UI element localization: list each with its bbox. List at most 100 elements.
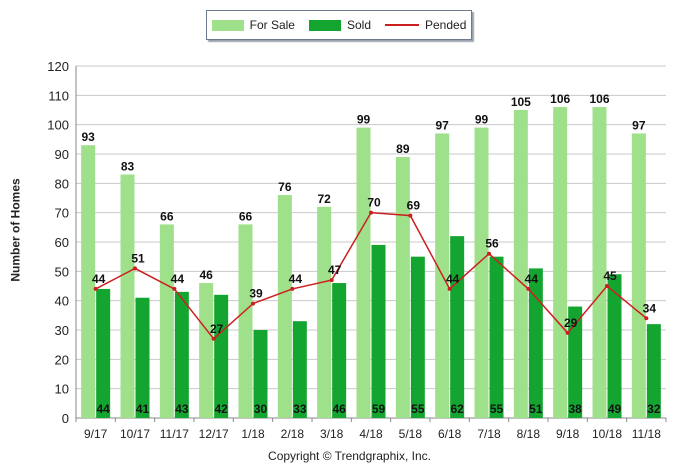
data-label-for-sale: 66: [160, 209, 174, 223]
data-label-pended: 47: [328, 263, 342, 277]
data-label-for-sale: 76: [278, 180, 292, 194]
data-label-for-sale: 72: [317, 192, 331, 206]
data-label-for-sale: 66: [239, 209, 253, 223]
y-axis-title: Number of Homes: [2, 80, 30, 380]
data-label-pended: 51: [131, 251, 145, 265]
data-label-for-sale: 106: [589, 92, 609, 106]
data-label-sold: 30: [254, 402, 268, 416]
pended-point: [329, 278, 334, 283]
x-tick-label: 3/18: [320, 427, 344, 441]
data-label-for-sale: 105: [511, 95, 531, 109]
bar-sold: [332, 283, 347, 418]
bar-for-sale: [120, 174, 135, 418]
data-label-sold: 41: [136, 402, 150, 416]
bars: [81, 107, 661, 419]
bar-sold: [528, 268, 543, 418]
pended-point: [565, 330, 570, 335]
bar-for-sale: [592, 107, 607, 419]
x-tick-label: 8/18: [517, 427, 541, 441]
y-tick-label: 0: [62, 411, 69, 426]
sold-swatch: [308, 19, 341, 31]
y-tick-label: 120: [47, 59, 69, 74]
data-label-sold: 32: [647, 402, 661, 416]
bar-sold: [607, 274, 622, 418]
y-axis-title-text: Number of Homes: [9, 178, 24, 282]
data-label-pended: 44: [525, 272, 539, 286]
data-label-sold: 44: [96, 402, 110, 416]
bar-sold: [96, 288, 111, 418]
legend-item-pended: Pended: [385, 18, 466, 32]
pended-point: [408, 213, 413, 218]
data-label-pended: 56: [485, 237, 499, 251]
data-label-pended: 44: [92, 272, 106, 286]
legend-label-sold: Sold: [346, 18, 371, 32]
pended-point: [133, 266, 137, 271]
bar-sold: [292, 321, 307, 418]
bar-for-sale: [238, 224, 253, 418]
x-tick-label: 1/18: [241, 427, 265, 441]
legend-item-sold: Sold: [308, 18, 371, 32]
y-tick-label: 30: [55, 323, 69, 338]
bar-sold: [568, 306, 583, 418]
bar-sold: [450, 236, 465, 418]
data-label-sold: 51: [529, 402, 543, 416]
legend: For Sale Sold Pended: [206, 10, 472, 40]
data-label-pended: 44: [289, 272, 303, 286]
data-label-pended: 44: [446, 272, 460, 286]
bar-for-sale: [513, 110, 528, 418]
data-label-for-sale: 99: [357, 113, 371, 127]
data-label-sold: 59: [372, 402, 386, 416]
bar-for-sale: [631, 133, 646, 418]
data-label-sold: 46: [332, 402, 346, 416]
bar-sold: [174, 291, 189, 418]
data-label-for-sale: 106: [550, 92, 570, 106]
x-tick-label: 7/18: [477, 427, 501, 441]
pended-point: [93, 286, 98, 291]
x-tick-label: 9/17: [84, 427, 108, 441]
x-tick-label: 11/17: [160, 427, 189, 441]
bar-sold: [410, 256, 425, 418]
for-sale-swatch: [211, 19, 244, 31]
data-label-sold: 42: [214, 402, 228, 416]
data-labels: 93 44 83 41 66 43 46 42 66 30 76 33 72 46 99 59 89 55 97 62…: [81, 92, 660, 416]
bar-for-sale: [553, 107, 568, 419]
bar-sold: [371, 244, 386, 418]
x-tick-label: 10/18: [592, 427, 622, 441]
pended-point: [447, 286, 452, 291]
bar-for-sale: [277, 195, 292, 418]
legend-label-for-sale: For Sale: [249, 18, 295, 32]
data-label-sold: 33: [293, 402, 307, 416]
pended-point: [211, 336, 216, 341]
pended-point: [526, 286, 531, 291]
bar-sold: [646, 324, 661, 418]
data-label-for-sale: 89: [396, 142, 410, 156]
data-label-for-sale: 93: [81, 130, 95, 144]
pended-point: [290, 286, 295, 291]
y-tick-label: 10: [55, 382, 69, 397]
data-label-pended: 69: [407, 199, 421, 213]
x-tick-label: 4/18: [359, 427, 383, 441]
bar-sold: [489, 256, 504, 418]
data-label-pended: 39: [249, 287, 263, 301]
pended-point: [369, 210, 373, 215]
pended-point: [251, 301, 255, 306]
y-tick-label: 50: [55, 264, 69, 279]
pended-line: [93, 210, 649, 341]
data-label-sold: 49: [608, 402, 622, 416]
bar-for-sale: [317, 206, 332, 418]
data-label-sold: 38: [568, 402, 582, 416]
y-axis-ticks: 0 10 20 30 40 50 60 70 80 90 100 110 120: [47, 59, 69, 426]
pended-swatch: [385, 24, 419, 26]
data-label-for-sale: 97: [435, 118, 449, 132]
pended-point: [605, 284, 609, 288]
x-tick-label: 12/17: [199, 427, 229, 441]
data-label-pended: 44: [171, 272, 185, 286]
legend-label-pended: Pended: [425, 18, 467, 32]
copyright: Copyright © Trendgraphix, Inc.: [268, 449, 431, 463]
data-label-pended: 27: [210, 322, 224, 336]
bar-for-sale: [395, 156, 410, 418]
legend-item-for-sale: For Sale: [211, 18, 295, 32]
x-tick-label: 2/18: [281, 427, 305, 441]
bar-for-sale: [81, 145, 96, 418]
